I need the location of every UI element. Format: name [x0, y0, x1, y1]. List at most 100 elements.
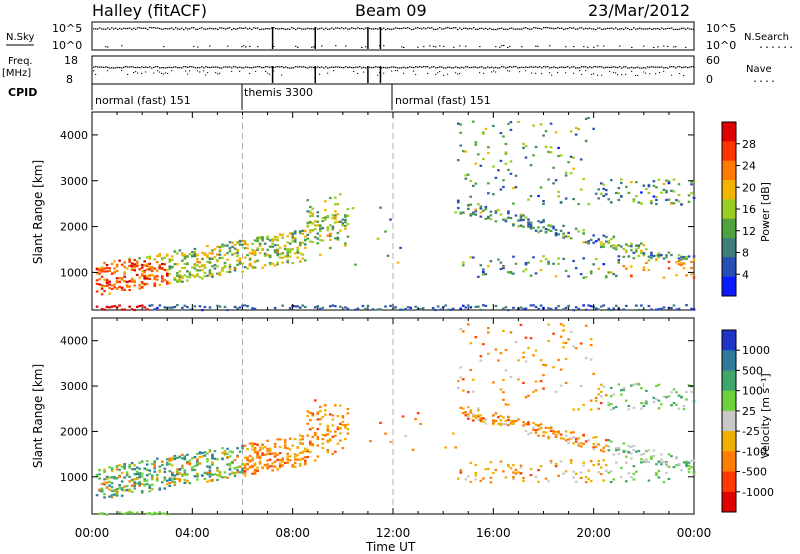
echo-cell [168, 306, 172, 309]
freq-point [241, 67, 243, 69]
echo-cell [188, 308, 192, 311]
echo-cell [524, 307, 528, 310]
echo-cell [692, 400, 696, 403]
echo-cell [451, 307, 455, 310]
freq-point [227, 66, 229, 68]
echo-cell [128, 285, 131, 288]
echo-cell [203, 266, 207, 269]
echo-cell [587, 240, 590, 243]
echo-cell [241, 471, 244, 474]
colorbar-swatch [722, 122, 736, 142]
echo-cell [524, 263, 528, 266]
echo-cell [642, 244, 646, 247]
noise-point [155, 27, 157, 29]
echo-cell [537, 194, 540, 198]
echo-cell [293, 461, 297, 465]
freq-point [235, 66, 237, 68]
noise-point [441, 28, 443, 30]
echo-cell [140, 460, 144, 463]
echo-cell [650, 457, 653, 461]
echo-cell [223, 452, 227, 455]
freq-point [511, 66, 513, 68]
colorbar-swatch [722, 491, 736, 513]
echo-cell [183, 455, 187, 458]
echo-cell [539, 359, 543, 362]
echo-cell [308, 220, 312, 224]
echo-cell [504, 306, 508, 309]
echo-cell [105, 284, 109, 287]
echo-cell [321, 239, 325, 242]
echo-cell [213, 267, 217, 270]
echo-cell [682, 257, 686, 260]
echo-cell [110, 262, 114, 265]
nave-point [141, 72, 143, 74]
echo-cell [241, 243, 244, 246]
echo-cell [557, 195, 560, 198]
echo-cell [509, 216, 513, 220]
echo-cell [502, 329, 505, 332]
echo-cell [120, 263, 124, 266]
echo-cell [108, 283, 111, 286]
echo-cell [599, 192, 603, 195]
echo-cell [472, 120, 475, 123]
noise-point [415, 27, 417, 29]
freq-point [559, 66, 561, 68]
echo-cell [657, 460, 661, 464]
echo-cell [622, 308, 626, 311]
echo-cell [201, 455, 204, 458]
nave-point [121, 70, 123, 72]
echo-cell [213, 457, 217, 460]
freq-point [533, 66, 535, 68]
freq-point [105, 66, 107, 68]
nave-point [187, 73, 189, 75]
echo-cell [499, 131, 503, 135]
echo-cell [655, 202, 658, 206]
echo-cell [103, 261, 106, 265]
echo-cell [379, 308, 382, 311]
freq-point [519, 66, 521, 69]
echo-cell [178, 278, 182, 281]
nave-point [483, 72, 485, 74]
noise-point [335, 27, 337, 29]
echo-cell [409, 306, 412, 309]
freq-point [287, 67, 289, 69]
echo-cell [384, 305, 387, 308]
echo-cell [163, 306, 167, 309]
echo-cell [635, 181, 638, 184]
echo-cell [584, 241, 588, 244]
echo-cell [635, 450, 638, 453]
freq-point [529, 66, 531, 68]
freq-point [531, 66, 533, 68]
echo-cell [487, 192, 490, 195]
echo-cell [329, 439, 332, 442]
echo-cell [507, 216, 510, 219]
freq-point [521, 66, 523, 68]
echo-cell [108, 466, 111, 469]
echo-cell [524, 429, 528, 433]
echo-cell [672, 178, 676, 181]
freq-point [341, 66, 343, 69]
echo-cell [291, 248, 295, 251]
echo-cell [183, 274, 187, 277]
echo-cell [316, 436, 320, 439]
echo-cell [469, 461, 473, 465]
echo-cell [572, 309, 575, 312]
echo-cell [622, 387, 626, 390]
echo-cell [577, 202, 580, 206]
echo-cell [519, 217, 523, 220]
noise-point [521, 28, 523, 30]
echo-cell [286, 447, 289, 450]
echo-cell [288, 448, 292, 451]
echo-cell [196, 463, 199, 467]
echo-cell [206, 457, 209, 461]
freq-point [647, 66, 649, 68]
echo-cell [522, 218, 525, 221]
freq-point [653, 66, 655, 68]
echo-cell [592, 127, 596, 130]
echo-cell [266, 439, 269, 442]
nave-point [531, 72, 533, 74]
echo-cell [614, 274, 618, 277]
echo-cell [183, 304, 187, 307]
echo-cell [115, 263, 119, 266]
echo-cell [183, 266, 187, 270]
